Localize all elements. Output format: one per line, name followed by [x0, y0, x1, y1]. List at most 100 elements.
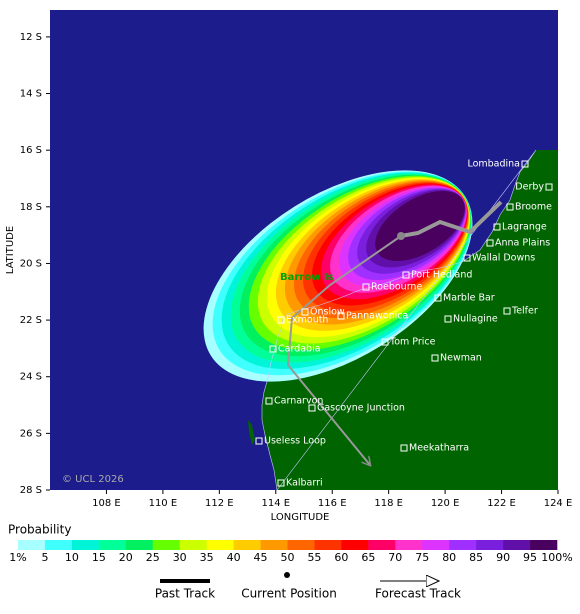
place-marker — [381, 338, 389, 346]
place-marker — [400, 444, 408, 452]
island — [248, 420, 255, 445]
legend-tick-label: 35 — [200, 551, 214, 564]
legend-swatch — [233, 540, 261, 550]
legend-item: Forecast Track — [375, 587, 461, 601]
place-marker — [255, 437, 263, 445]
legend-tick-label: 80 — [442, 551, 456, 564]
x-tick-label: 118 E — [374, 498, 403, 509]
y-tick-label: 22 S — [20, 315, 42, 326]
legend-tick-label: 95 — [523, 551, 537, 564]
legend-tick-label: 65 — [361, 551, 375, 564]
place-marker — [431, 354, 439, 362]
legend-tick-label: 10 — [65, 551, 79, 564]
place-marker — [269, 345, 277, 353]
place-label: Nullagine — [453, 314, 498, 325]
place-label: Anna Plains — [495, 238, 550, 249]
legend-swatch — [341, 540, 369, 550]
x-tick-label: 120 E — [431, 498, 460, 509]
legend-swatch — [287, 540, 315, 550]
legend-swatch — [98, 540, 127, 550]
place-label: Lagrange — [502, 222, 547, 233]
probability-band — [375, 190, 465, 262]
place-marker — [521, 160, 529, 168]
x-tick-label: 114 E — [261, 498, 290, 509]
y-tick-label: 24 S — [20, 372, 42, 383]
place-label: Kalbarri — [286, 478, 323, 489]
place-label: Wallal Downs — [472, 253, 535, 264]
place-marker — [362, 283, 370, 291]
legend-swatch — [179, 540, 207, 550]
place-label: Roebourne — [371, 282, 422, 293]
legend-swatch — [503, 540, 531, 550]
y-axis-title: LATITUDE — [5, 226, 16, 274]
x-tick-label: 122 E — [487, 498, 516, 509]
place-marker — [493, 223, 501, 231]
place-label: Onslow — [310, 307, 345, 318]
past-track — [400, 200, 503, 238]
place-marker — [444, 315, 452, 323]
place-label: Lombadina — [467, 159, 520, 170]
place-label: Port Hedland — [411, 270, 472, 281]
forecast-track — [286, 235, 402, 465]
places: Lombadina Derby Broome Lagrange Anna Plains W… — [255, 159, 553, 489]
place-marker — [265, 397, 273, 405]
place-marker — [301, 308, 309, 316]
legend-tick-label: 50 — [281, 551, 295, 564]
place-label: Barrow Is — [280, 272, 334, 283]
legend-swatch — [530, 540, 558, 550]
legend-swatch — [44, 540, 73, 550]
y-tick-label: 28 S — [20, 485, 42, 496]
legend-tick-label: 20 — [119, 551, 133, 564]
legend-tick-label: 30 — [173, 551, 187, 564]
legend-swatch — [71, 540, 100, 550]
place-marker — [337, 312, 345, 320]
legend-swatch — [314, 540, 342, 550]
place-label: Broome — [515, 202, 552, 213]
place-label: Tom Price — [389, 337, 436, 348]
x-tick-label: 116 E — [318, 498, 347, 509]
place-marker — [506, 203, 514, 211]
legend-swatch — [422, 540, 450, 550]
place-label: Cardabia — [278, 344, 321, 355]
place-label: Meekatharra — [409, 443, 469, 454]
place-label: Exmouth — [286, 315, 328, 326]
y-tick-label: 12 S — [20, 32, 42, 43]
legend-tick-label: 75 — [415, 551, 429, 564]
legend-tick-label: 25 — [146, 551, 160, 564]
legend-tick-label: 85 — [469, 551, 483, 564]
place-marker — [503, 307, 511, 315]
place-label: Useless Loop — [264, 436, 326, 447]
place-label: Newman — [440, 353, 482, 364]
place-marker — [277, 479, 285, 487]
place-marker — [486, 239, 494, 247]
place-marker — [277, 316, 285, 324]
y-tick-label: 18 S — [20, 202, 42, 213]
place-label: Pannawonica — [346, 311, 408, 322]
y-tick-label: 26 S — [20, 428, 42, 439]
legend-tick-label: 45 — [254, 551, 268, 564]
legend-item: Past Track — [155, 587, 215, 601]
legend-tick-label: 90 — [496, 551, 510, 564]
place-label: Marble Bar — [443, 293, 495, 304]
legend-title: Probability — [8, 523, 71, 537]
legend-tick-label: 15 — [92, 551, 106, 564]
legend-swatch — [152, 540, 180, 550]
x-tick-label: 108 E — [92, 498, 121, 509]
x-tick-label: 112 E — [205, 498, 234, 509]
copyright: © UCL 2026 — [62, 474, 124, 485]
legend-swatch — [368, 540, 396, 550]
legend-swatch — [260, 540, 288, 550]
legend-swatch — [395, 540, 423, 550]
x-axis-title: LONGITUDE — [271, 512, 330, 523]
legend-tick-label: 60 — [334, 551, 348, 564]
y-tick-label: 14 S — [20, 89, 42, 100]
place-marker — [308, 404, 316, 412]
place-marker — [545, 183, 553, 191]
legend-tick-label: 5 — [41, 551, 48, 564]
coastline — [261, 149, 537, 490]
current-position-legend — [284, 572, 290, 578]
legend-item: Current Position — [241, 587, 337, 601]
place-label: Derby — [515, 182, 544, 193]
place-marker — [402, 271, 410, 279]
